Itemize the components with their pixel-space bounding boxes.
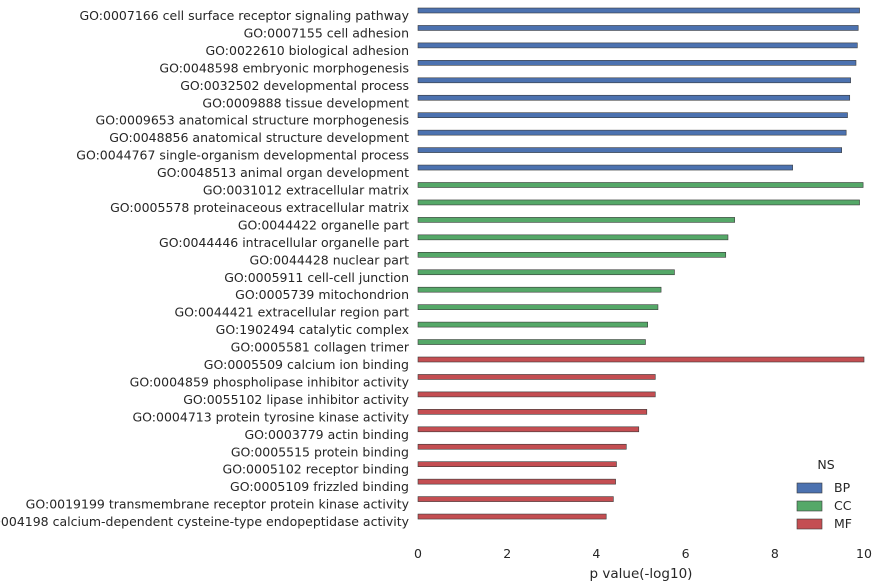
legend-swatch-mf <box>796 518 823 530</box>
category-label: GO:0005109 frizzled binding <box>230 479 409 494</box>
category-label: GO:0009653 anatomical structure morphoge… <box>96 113 409 128</box>
category-label: GO:0048856 anatomical structure developm… <box>109 130 409 145</box>
bar-cc <box>417 199 860 206</box>
x-axis-label: p value(-log10) <box>590 566 693 582</box>
bar-bp <box>417 129 847 136</box>
category-label: GO:0044767 single-organism developmental… <box>76 148 409 163</box>
legend: NS BP CC MF <box>796 457 852 531</box>
bar-mf <box>417 356 865 363</box>
bars <box>417 7 865 520</box>
bar-mf <box>417 478 616 485</box>
bar-mf <box>417 391 656 398</box>
category-label: GO:0005739 mitochondrion <box>235 287 409 302</box>
category-label: GO:0003779 actin binding <box>244 427 409 442</box>
bar-bp <box>417 164 793 171</box>
category-label: GO:0044446 intracellular organelle part <box>159 235 409 250</box>
category-label: GO:0048513 animal organ development <box>157 165 409 180</box>
legend-title: NS <box>817 457 834 472</box>
category-label: GO:0009888 tissue development <box>202 95 409 110</box>
category-label: GO:0005911 cell-cell junction <box>224 270 409 285</box>
bar-bp <box>417 42 858 49</box>
legend-swatch-cc <box>796 500 823 512</box>
category-label: GO:0007155 cell adhesion <box>244 25 409 40</box>
category-label: GO:0004198 calcium-dependent cysteine-ty… <box>0 514 410 529</box>
category-label: GO:0004859 phospholipase inhibitor activ… <box>130 374 410 389</box>
x-tick-label: 10 <box>856 546 872 561</box>
bar-bp <box>417 7 860 14</box>
category-label: GO:0044422 organelle part <box>238 217 409 232</box>
x-tick-label: 8 <box>771 546 779 561</box>
bar-bp <box>417 77 851 84</box>
category-label: GO:0044428 nuclear part <box>250 252 410 267</box>
category-label: GO:0022610 biological adhesion <box>206 43 410 58</box>
legend-label-cc: CC <box>834 498 852 513</box>
category-label: GO:0044421 extracellular region part <box>174 305 409 320</box>
x-tick-label: 2 <box>503 546 511 561</box>
category-label: GO:0005102 receptor binding <box>223 462 409 477</box>
bar-bp <box>417 25 859 31</box>
category-label: GO:0005509 calcium ion binding <box>204 357 409 372</box>
bar-bp <box>417 60 857 66</box>
bar-cc <box>417 321 648 328</box>
bar-mf <box>417 443 627 450</box>
category-label: GO:0007166 cell surface receptor signali… <box>79 8 409 23</box>
category-labels: GO:0007166 cell surface receptor signali… <box>0 8 410 529</box>
category-label: GO:0031012 extracellular matrix <box>203 183 409 198</box>
bar-mf <box>417 461 617 468</box>
bar-mf <box>417 409 648 415</box>
legend-label-bp: BP <box>834 480 851 495</box>
bar-bp <box>417 94 851 101</box>
x-tick-label: 4 <box>592 546 600 561</box>
bar-bp <box>417 112 848 118</box>
bar-cc <box>417 217 735 223</box>
category-label: GO:0005515 protein binding <box>231 444 409 459</box>
bar-cc <box>417 269 675 276</box>
legend-label-mf: MF <box>834 516 852 531</box>
x-tick-label: 0 <box>414 546 422 561</box>
category-label: GO:1902494 catalytic complex <box>216 322 409 337</box>
category-label: GO:0032502 developmental process <box>180 78 409 93</box>
bar-cc <box>417 252 727 258</box>
category-label: GO:0005581 collagen trimer <box>231 340 410 355</box>
category-label: GO:0055102 lipase inhibitor activity <box>183 392 409 407</box>
bar-cc <box>417 304 659 310</box>
x-tick-label: 6 <box>682 546 690 561</box>
bar-cc <box>417 286 662 293</box>
bar-cc <box>417 234 729 241</box>
bar-mf <box>417 496 614 502</box>
category-label: GO:0019199 transmembrane receptor protei… <box>26 497 410 512</box>
legend-swatch-bp <box>796 482 823 494</box>
bar-cc <box>417 182 864 188</box>
category-label: GO:0048598 embryonic morphogenesis <box>159 60 409 75</box>
x-axis-ticks: 0 2 4 6 8 10 <box>414 546 872 561</box>
bar-mf <box>417 513 607 520</box>
bar-mf <box>417 374 656 380</box>
bar-bp <box>417 147 843 153</box>
category-label: GO:0005578 proteinaceous extracellular m… <box>110 200 409 215</box>
bar-mf <box>417 426 640 433</box>
category-label: GO:0004713 protein tyrosine kinase activ… <box>133 409 410 424</box>
bar-cc <box>417 339 646 345</box>
